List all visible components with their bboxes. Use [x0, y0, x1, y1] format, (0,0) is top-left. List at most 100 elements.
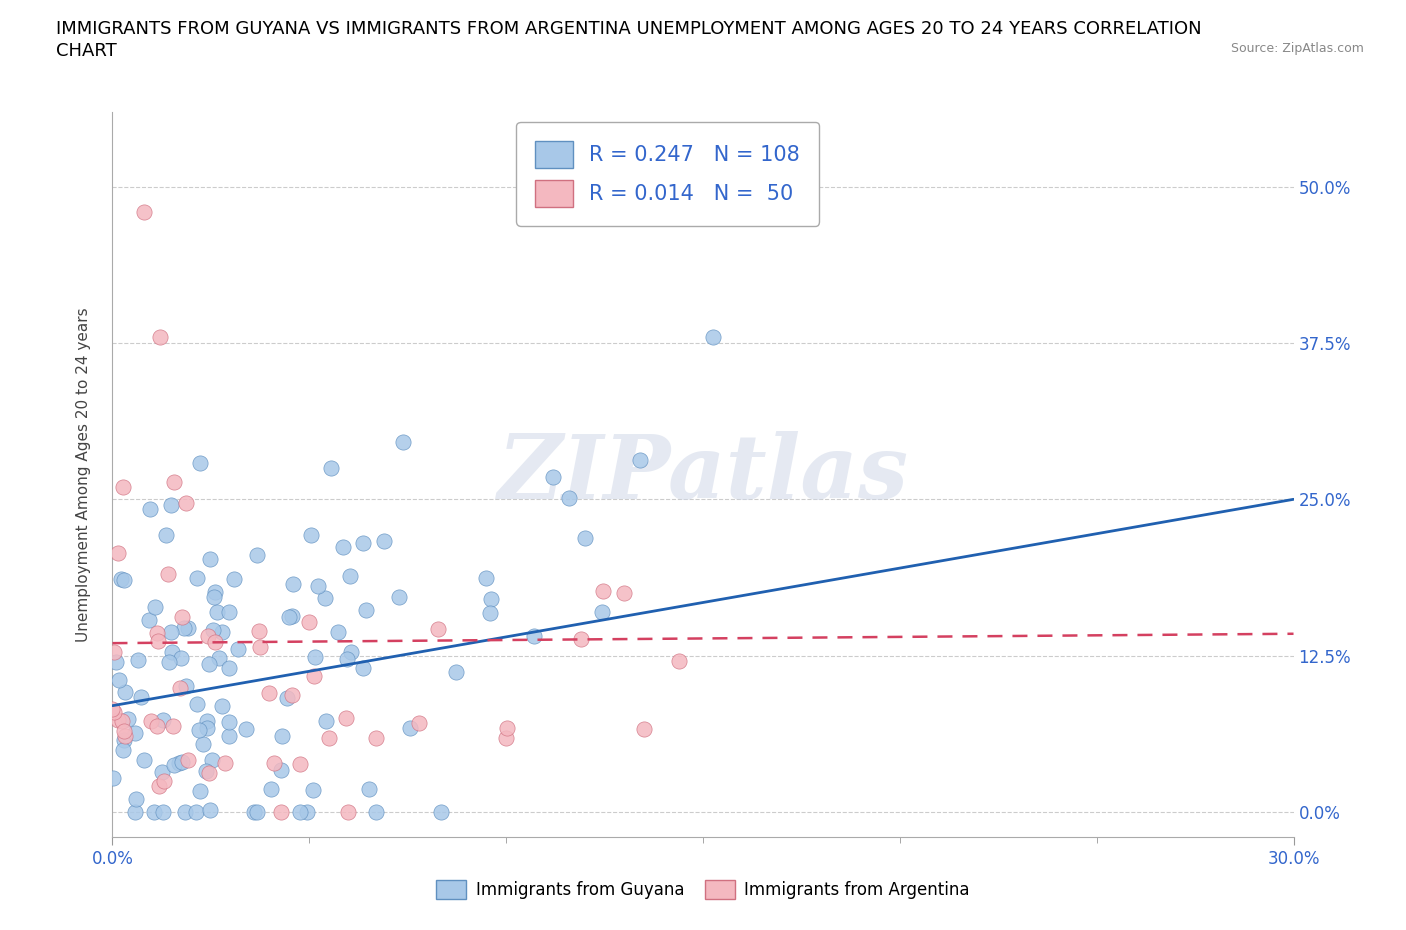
Point	[558, 491, 581, 506]
Point	[571, 631, 593, 646]
Point	[107, 712, 129, 727]
Point	[299, 527, 322, 542]
Point	[170, 650, 193, 665]
Point	[149, 329, 172, 344]
Point	[235, 722, 257, 737]
Point	[628, 453, 651, 468]
Point	[574, 530, 596, 545]
Point	[298, 615, 321, 630]
Point	[159, 498, 181, 512]
Point	[103, 644, 125, 659]
Point	[295, 804, 318, 819]
Point	[366, 804, 388, 819]
Point	[270, 804, 292, 819]
Point	[523, 629, 546, 644]
Point	[591, 604, 613, 619]
Point	[157, 655, 180, 670]
Point	[336, 804, 359, 819]
Point	[114, 684, 136, 699]
Point	[211, 698, 233, 713]
Point	[138, 613, 160, 628]
Point	[283, 577, 305, 591]
Point	[592, 584, 614, 599]
Point	[112, 724, 135, 738]
Point	[174, 679, 197, 694]
Point	[633, 722, 655, 737]
Point	[226, 642, 249, 657]
Point	[174, 804, 197, 819]
Point	[702, 329, 724, 344]
Point	[155, 528, 177, 543]
Point	[207, 604, 229, 619]
Point	[157, 566, 180, 581]
Point	[188, 784, 211, 799]
Point	[307, 578, 329, 593]
Point	[152, 774, 174, 789]
Point	[110, 572, 132, 587]
Point	[218, 729, 240, 744]
Point	[304, 650, 326, 665]
Point	[141, 714, 163, 729]
Point	[143, 599, 166, 614]
Point	[173, 621, 195, 636]
Point	[314, 591, 336, 605]
Point	[495, 730, 517, 745]
Point	[474, 571, 496, 586]
Point	[186, 804, 208, 819]
Point	[150, 764, 173, 779]
Point	[200, 551, 222, 566]
Point	[162, 719, 184, 734]
Point	[246, 804, 269, 819]
Legend: Immigrants from Guyana, Immigrants from Argentina: Immigrants from Guyana, Immigrants from …	[427, 871, 979, 908]
Point	[288, 804, 311, 819]
Point	[427, 621, 450, 636]
Point	[112, 742, 135, 757]
Point	[211, 625, 233, 640]
Point	[198, 803, 221, 817]
Point	[176, 752, 198, 767]
Point	[246, 548, 269, 563]
Point	[357, 782, 380, 797]
Point	[276, 690, 298, 705]
Y-axis label: Unemployment Among Ages 20 to 24 years: Unemployment Among Ages 20 to 24 years	[76, 307, 91, 642]
Text: CHART: CHART	[56, 42, 117, 60]
Point	[668, 654, 690, 669]
Point	[117, 711, 139, 726]
Point	[193, 737, 215, 751]
Point	[408, 715, 430, 730]
Point	[263, 756, 285, 771]
Point	[281, 687, 304, 702]
Point	[302, 669, 325, 684]
Point	[112, 479, 135, 494]
Point	[444, 664, 467, 679]
Text: ZIPatlas: ZIPatlas	[498, 431, 908, 518]
Point	[339, 568, 361, 583]
Point	[352, 536, 374, 551]
Point	[319, 461, 342, 476]
Point	[197, 720, 219, 735]
Point	[129, 689, 152, 704]
Point	[479, 591, 502, 606]
Point	[127, 653, 149, 668]
Point	[243, 804, 266, 819]
Point	[202, 623, 225, 638]
Point	[479, 605, 502, 620]
Point	[260, 781, 283, 796]
Point	[124, 791, 146, 806]
Point	[167, 756, 190, 771]
Point	[202, 590, 225, 604]
Point	[198, 657, 221, 671]
Point	[124, 804, 146, 819]
Text: Source: ZipAtlas.com: Source: ZipAtlas.com	[1230, 42, 1364, 55]
Point	[146, 718, 169, 733]
Point	[142, 804, 165, 819]
Point	[249, 640, 271, 655]
Point	[177, 620, 200, 635]
Point	[398, 721, 420, 736]
Point	[163, 475, 186, 490]
Point	[112, 732, 135, 747]
Point	[224, 571, 246, 586]
Point	[105, 655, 128, 670]
Point	[218, 715, 240, 730]
Point	[201, 752, 224, 767]
